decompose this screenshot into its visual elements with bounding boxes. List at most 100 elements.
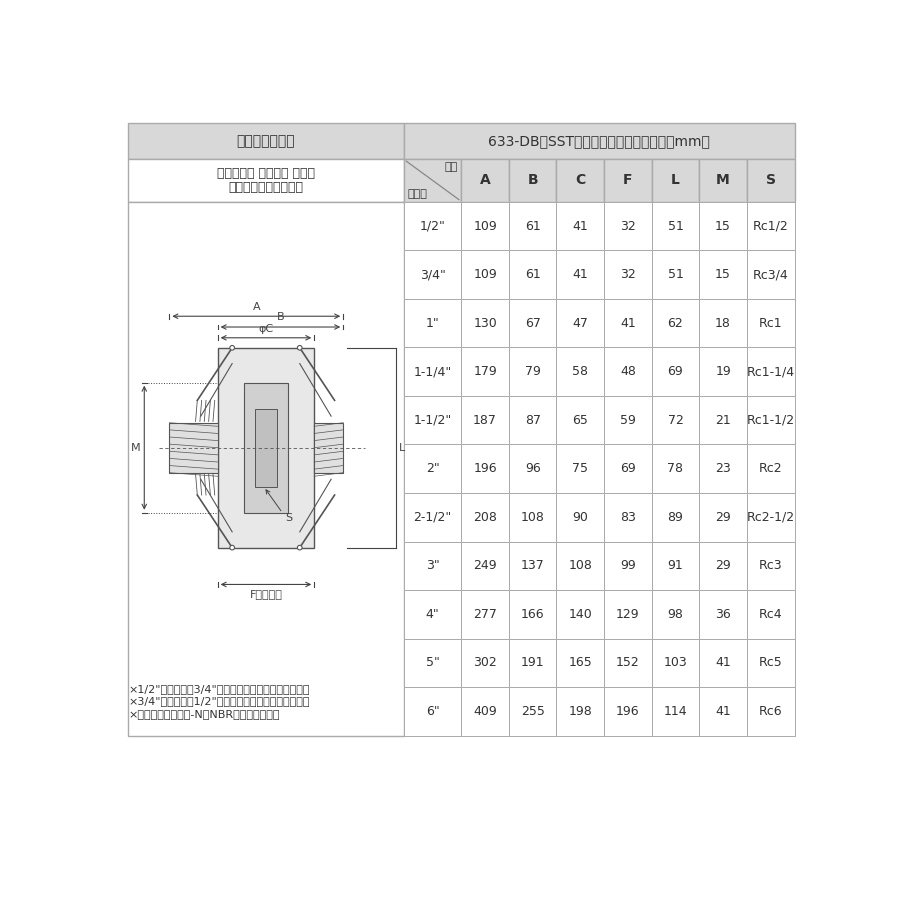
Bar [699, 542, 747, 590]
Text: M: M [130, 443, 140, 453]
Text: Rc1-1/4: Rc1-1/4 [747, 365, 795, 378]
Bar [255, 409, 277, 487]
Bar [461, 687, 508, 735]
Text: 3/4": 3/4" [419, 268, 446, 281]
Text: 90: 90 [572, 511, 589, 524]
Bar [747, 687, 795, 735]
Text: 41: 41 [620, 317, 635, 329]
Text: 51: 51 [668, 220, 683, 233]
Text: 41: 41 [572, 268, 588, 281]
Bar [461, 347, 508, 396]
Bar [747, 202, 795, 250]
Bar [556, 299, 604, 347]
Text: L: L [671, 174, 680, 187]
Bar [747, 396, 795, 445]
Circle shape [230, 346, 235, 350]
Text: ステンレススチール製: ステンレススチール製 [229, 181, 303, 194]
Bar [314, 423, 343, 473]
Text: 91: 91 [668, 559, 683, 572]
Text: 59: 59 [620, 414, 635, 427]
Bar [556, 250, 604, 299]
Text: 65: 65 [572, 414, 589, 427]
Bar [699, 396, 747, 445]
Text: 187: 187 [473, 414, 497, 427]
Bar [404, 638, 462, 687]
Bar [508, 202, 556, 250]
Bar [404, 123, 795, 158]
Text: 18: 18 [716, 317, 731, 329]
Text: 166: 166 [521, 608, 544, 621]
Bar [699, 445, 747, 493]
Text: 152: 152 [616, 656, 640, 670]
Circle shape [230, 545, 235, 550]
Bar [747, 347, 795, 396]
Bar [604, 445, 652, 493]
Bar [556, 396, 604, 445]
Bar [604, 590, 652, 638]
Text: 61: 61 [525, 220, 541, 233]
Text: 89: 89 [668, 511, 683, 524]
Bar [461, 158, 508, 202]
Text: A: A [253, 302, 260, 311]
Bar [404, 687, 462, 735]
Text: 196: 196 [616, 705, 640, 718]
Bar [604, 250, 652, 299]
Bar [128, 158, 404, 202]
Text: 302: 302 [473, 656, 497, 670]
Bar [169, 423, 218, 473]
Bar [556, 590, 604, 638]
Bar [404, 347, 462, 396]
Text: 108: 108 [568, 559, 592, 572]
Text: 140: 140 [569, 608, 592, 621]
Text: 83: 83 [620, 511, 635, 524]
Text: ×1/2"カプラーは3/4"アダプターにも接続できます。: ×1/2"カプラーは3/4"アダプターにも接続できます。 [128, 684, 310, 694]
Text: 3": 3" [426, 559, 439, 572]
Text: 位置: 位置 [445, 162, 458, 172]
Text: 1-1/4": 1-1/4" [413, 365, 452, 378]
Text: 51: 51 [668, 268, 683, 281]
Text: カムアーム継手: カムアーム継手 [237, 134, 295, 148]
Bar [604, 493, 652, 542]
Bar [404, 445, 462, 493]
Bar [244, 382, 288, 513]
Bar [128, 123, 404, 158]
Text: Rc2: Rc2 [759, 463, 782, 475]
Bar [604, 542, 652, 590]
Text: 99: 99 [620, 559, 635, 572]
Text: L: L [400, 443, 406, 453]
Bar [508, 347, 556, 396]
Text: 198: 198 [569, 705, 592, 718]
Text: 4": 4" [426, 608, 439, 621]
Text: 67: 67 [525, 317, 541, 329]
Text: Rc4: Rc4 [759, 608, 782, 621]
Text: 75: 75 [572, 463, 589, 475]
Bar [508, 158, 556, 202]
Bar [556, 638, 604, 687]
Text: S: S [285, 513, 292, 523]
Text: B: B [276, 312, 284, 322]
Bar [508, 638, 556, 687]
Bar [508, 396, 556, 445]
Bar [404, 250, 462, 299]
Bar [699, 299, 747, 347]
Bar [652, 542, 699, 590]
Bar [604, 202, 652, 250]
Bar [508, 590, 556, 638]
Text: 191: 191 [521, 656, 544, 670]
Bar [461, 493, 508, 542]
Text: 69: 69 [620, 463, 635, 475]
Bar [747, 542, 795, 590]
Text: カムロック カプラー メネジ: カムロック カプラー メネジ [217, 167, 315, 180]
Bar [556, 493, 604, 542]
Bar [747, 158, 795, 202]
Bar [461, 638, 508, 687]
Bar [604, 347, 652, 396]
Text: 62: 62 [668, 317, 683, 329]
Bar [747, 638, 795, 687]
Text: 72: 72 [668, 414, 683, 427]
Bar [508, 250, 556, 299]
Text: 179: 179 [473, 365, 497, 378]
Text: S: S [766, 174, 776, 187]
Bar [699, 202, 747, 250]
Text: 249: 249 [473, 559, 497, 572]
